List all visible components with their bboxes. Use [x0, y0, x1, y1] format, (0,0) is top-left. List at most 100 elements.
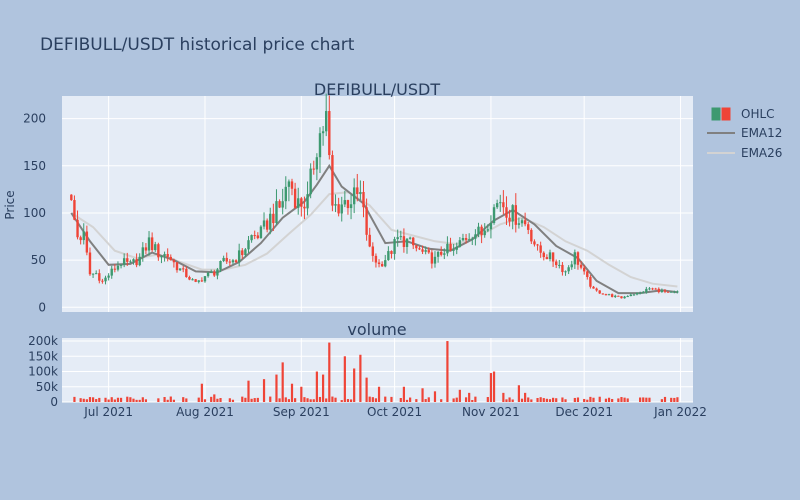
volume-bar: [203, 399, 207, 402]
volume-bar: [670, 397, 673, 402]
candle-body: [362, 191, 365, 208]
candle-body: [259, 226, 263, 239]
volume-bar: [281, 362, 284, 402]
candle-body: [213, 271, 216, 276]
candle-body: [651, 288, 654, 290]
ohlc-increasing-swatch: [711, 107, 721, 121]
candle-body: [666, 291, 670, 293]
volume-grid: [62, 338, 693, 403]
volume-bar: [349, 399, 353, 402]
candle-body: [517, 223, 521, 225]
candle-body: [172, 260, 176, 263]
candle-body: [489, 222, 493, 230]
candle-body: [542, 252, 545, 258]
candle-body: [402, 236, 406, 247]
candle-body: [275, 201, 278, 224]
candle-body: [499, 202, 502, 204]
candle-body: [660, 290, 664, 293]
candle-body: [424, 250, 427, 252]
volume-bar: [325, 398, 328, 402]
volume-bar: [256, 397, 259, 402]
candle-body: [582, 267, 586, 272]
volume-bar: [586, 399, 589, 402]
candle-body: [126, 258, 129, 262]
candle-body: [673, 291, 676, 293]
candle-body: [337, 204, 340, 214]
volume-bar: [359, 354, 362, 402]
volume-bar: [409, 397, 412, 402]
candle-body: [182, 268, 185, 270]
volume-bar: [219, 398, 222, 402]
volume-y-tick-label: 0: [50, 395, 58, 409]
price-plot-area: [62, 96, 693, 312]
volume-bar: [517, 385, 521, 402]
candle-body: [297, 198, 300, 208]
volume-bar: [113, 399, 116, 402]
candle-body: [505, 207, 508, 218]
candle-body: [480, 226, 483, 236]
volume-bar: [116, 397, 120, 402]
volume-bar: [405, 399, 409, 402]
candle-body: [160, 255, 163, 258]
volume-bar: [673, 397, 676, 402]
volume-bar: [611, 398, 614, 402]
volume-bar: [433, 391, 437, 402]
candle-body: [222, 257, 225, 262]
candle-body: [135, 259, 138, 266]
volume-bar: [471, 400, 474, 402]
price-subplot-title: DEFIBULL/USDT: [314, 80, 440, 99]
volume-bar: [210, 396, 213, 402]
price-y-tick-label: 50: [31, 253, 46, 267]
candle-body: [356, 187, 359, 195]
ohlc-decreasing-swatch: [721, 107, 731, 121]
candle-body: [157, 244, 160, 258]
volume-bar: [241, 396, 244, 402]
volume-bar: [132, 398, 135, 402]
volume-bar: [300, 386, 303, 402]
candle-body: [262, 220, 266, 227]
legend-item-ema26[interactable]: EMA26: [707, 146, 782, 160]
candle-body: [244, 249, 247, 256]
candle-body: [228, 261, 232, 263]
volume-bar: [126, 396, 129, 402]
candle-body: [523, 220, 527, 225]
volume-bar: [502, 392, 505, 402]
volume-bar: [309, 399, 312, 402]
candle-body: [73, 200, 76, 220]
candle-body: [303, 206, 306, 209]
candle-body: [340, 204, 343, 214]
volume-bar: [626, 398, 629, 402]
volume-bar: [648, 397, 651, 402]
candle-body: [511, 205, 514, 222]
price-y-tick-label: 100: [23, 206, 46, 220]
volume-subplot-title: volume: [347, 320, 406, 339]
volume-bar: [287, 399, 290, 402]
volume-bar: [82, 398, 85, 402]
candle-body: [209, 271, 213, 273]
volume-bar: [290, 383, 294, 402]
candle-body: [676, 291, 679, 293]
candle-body: [440, 251, 443, 255]
candle-body: [119, 264, 123, 266]
volume-bar: [623, 397, 626, 402]
volume-bar: [334, 397, 337, 402]
candle-body: [293, 188, 297, 208]
volume-bar: [200, 383, 203, 402]
candle-body: [359, 191, 362, 195]
legend[interactable]: OHLC EMA12 EMA26: [707, 107, 782, 160]
candle-body: [576, 252, 580, 265]
candle-body: [265, 220, 269, 230]
candle-body: [567, 267, 570, 272]
candle-body: [610, 294, 614, 297]
legend-item-ohlc[interactable]: OHLC: [711, 107, 775, 121]
candle-body: [365, 207, 368, 235]
candle-body: [371, 246, 375, 256]
candle-body: [374, 255, 378, 263]
volume-bar: [275, 374, 278, 402]
volume-bar: [524, 392, 527, 402]
candle-body: [589, 276, 592, 287]
candle-body: [191, 279, 194, 281]
legend-item-ema12[interactable]: EMA12: [707, 126, 782, 140]
volume-bar: [294, 398, 297, 402]
candle-body: [278, 201, 281, 208]
